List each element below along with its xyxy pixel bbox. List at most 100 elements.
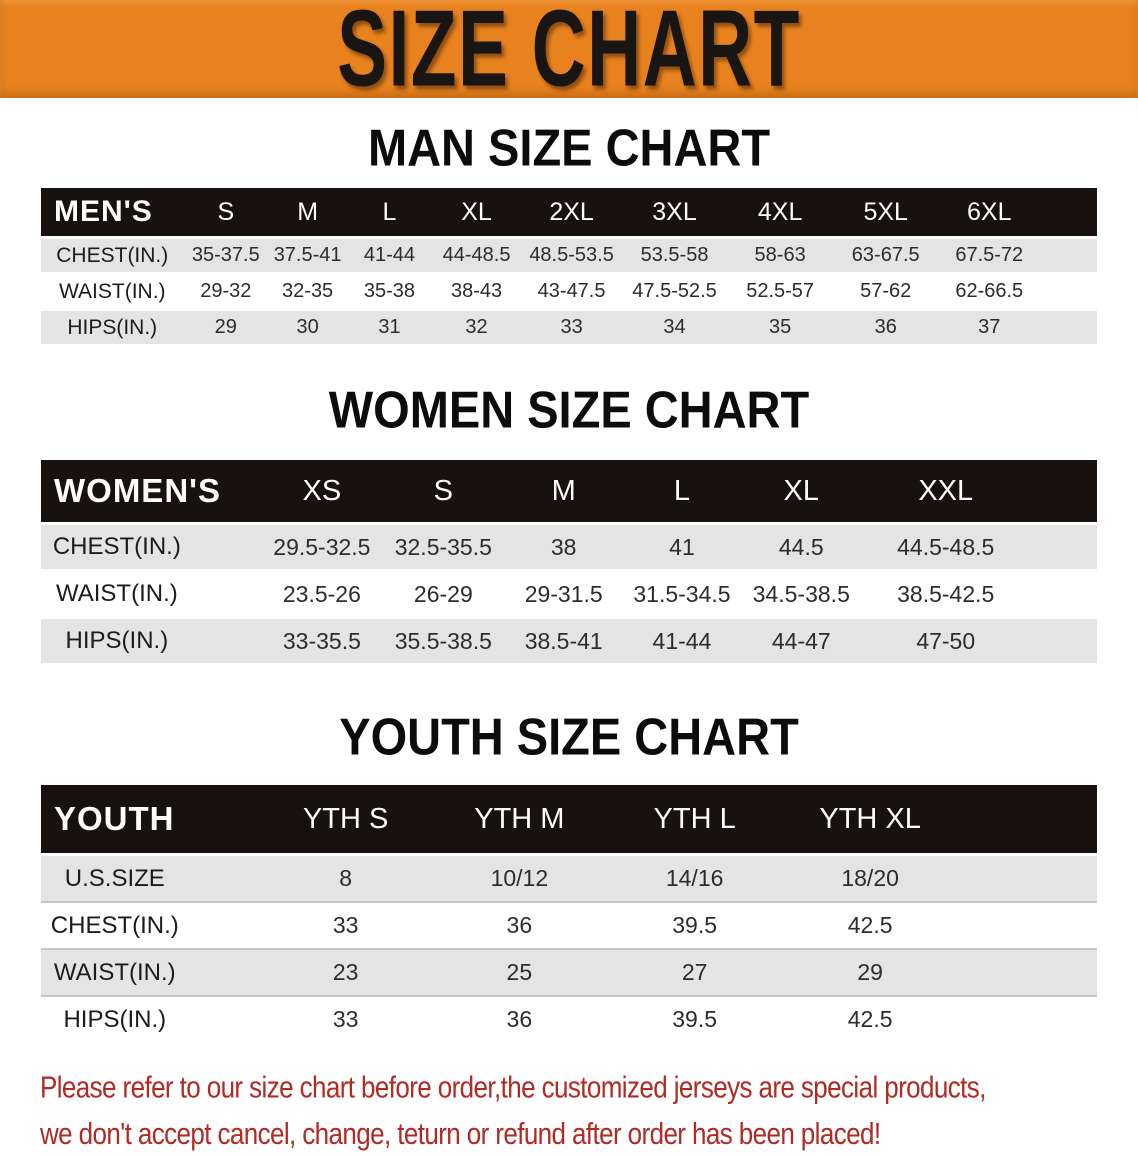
table-row: WAIST(IN.) 23.5-26 26-29 29-31.5 31.5-34.5 34…: [41, 570, 1097, 618]
size-value-cell: 47-50: [861, 617, 1097, 663]
table-row: HIPS(IN.) 29 30 31 32 33 34 35 36 37: [41, 309, 1097, 344]
measurement-row-label: HIPS(IN.): [41, 996, 260, 1042]
size-value-cell: 29: [782, 949, 1097, 996]
size-value-cell: 44-48.5: [431, 237, 522, 274]
size-value-cell: 41-44: [347, 237, 432, 274]
size-value-cell: 36: [431, 902, 607, 949]
size-value-cell: 34: [621, 309, 728, 344]
size-value-cell: 33-35.5: [261, 617, 383, 663]
size-value-cell: 39.5: [606, 902, 783, 949]
measurement-row-label: CHEST(IN.): [41, 902, 260, 949]
size-column-header: M: [268, 188, 348, 238]
size-column-header: L: [622, 460, 742, 524]
size-value-cell: 63-67.5: [832, 237, 939, 274]
disclaimer-line-2: we don't accept cancel, change, teturn o…: [40, 1116, 881, 1151]
size-value-cell: 58-63: [727, 237, 833, 274]
size-value-cell: 35-37.5: [183, 237, 269, 274]
size-value-cell: 44-47: [741, 617, 862, 663]
size-value-cell: 37.5-41: [268, 237, 348, 274]
size-value-cell: 14/16: [606, 854, 783, 902]
table-row: HIPS(IN.) 33-35.5 35.5-38.5 38.5-41 41-44 44-…: [41, 617, 1097, 663]
size-column-header: 6XL: [938, 188, 1097, 238]
size-column-header: YTH S: [259, 785, 432, 855]
size-value-cell: 29: [183, 309, 269, 344]
size-value-cell: 44.5: [741, 523, 862, 571]
table-row: CHEST(IN.) 35-37.5 37.5-41 41-44 44-48.5 48.5…: [41, 237, 1097, 274]
size-value-cell: 41: [622, 523, 742, 571]
size-value-cell: 38.5-42.5: [861, 570, 1097, 618]
size-column-header: YTH M: [431, 785, 607, 855]
size-value-cell: 30: [268, 309, 348, 344]
disclaimer-line-1: Please refer to our size chart before or…: [40, 1069, 986, 1105]
size-value-cell: 47.5-52.5: [621, 273, 728, 310]
size-column-header: 3XL: [621, 188, 728, 238]
size-value-cell: 8: [259, 854, 432, 902]
size-value-cell: 57-62: [832, 273, 939, 310]
size-column-header: S: [183, 188, 269, 238]
size-value-cell: 35.5-38.5: [382, 617, 505, 663]
size-value-cell: 38-43: [431, 273, 522, 310]
size-column-header: M: [504, 460, 623, 524]
size-value-cell: 48.5-53.5: [521, 237, 622, 274]
measurement-row-label: WAIST(IN.): [41, 949, 260, 996]
size-value-cell: 27: [606, 949, 783, 996]
youth-section-heading: YOUTH SIZE CHART: [339, 707, 799, 766]
size-value-cell: 37: [938, 309, 1097, 344]
table-group-label: WOMEN'S: [41, 460, 262, 524]
table-row: HIPS(IN.) 33 36 39.5 42.5: [41, 996, 1097, 1042]
size-value-cell: 33: [259, 996, 432, 1042]
size-chart-banner: SIZE CHART: [0, 0, 1138, 103]
disclaimer-note: Please refer to our size chart before or…: [40, 1064, 1138, 1157]
size-value-cell: 36: [431, 996, 607, 1042]
measurement-row-label: WAIST(IN.): [41, 273, 184, 310]
size-column-header: S: [382, 460, 505, 524]
men-section-heading: MAN SIZE CHART: [367, 118, 771, 177]
size-value-cell: 29.5-32.5: [261, 523, 383, 571]
table-row: CHEST(IN.) 29.5-32.5 32.5-35.5 38 41 44.5 44.5…: [41, 523, 1097, 571]
size-value-cell: 29-31.5: [504, 570, 623, 618]
size-column-header: XS: [261, 460, 383, 524]
size-column-header: YTH XL: [782, 785, 1097, 855]
table-row: U.S.SIZE 8 10/12 14/16 18/20: [41, 854, 1097, 902]
measurement-row-label: HIPS(IN.): [41, 309, 184, 344]
measurement-row-label: CHEST(IN.): [41, 523, 262, 571]
youth-size-table: YOUTH YTH S YTH M YTH L YTH XL U.S.SIZE 8 10/12…: [41, 785, 1097, 1042]
measurement-row-label: CHEST(IN.): [41, 237, 184, 274]
measurement-row-label: U.S.SIZE: [41, 854, 260, 902]
size-column-header: XXL: [861, 460, 1097, 524]
size-value-cell: 36: [832, 309, 939, 344]
size-value-cell: 38: [504, 523, 623, 571]
measurement-row-label: HIPS(IN.): [41, 617, 262, 663]
banner-title: SIZE CHART: [337, 0, 801, 110]
size-value-cell: 53.5-58: [621, 237, 728, 274]
size-value-cell: 33: [259, 902, 432, 949]
size-value-cell: 23.5-26: [261, 570, 383, 618]
size-column-header: L: [347, 188, 432, 238]
women-section-heading: WOMEN SIZE CHART: [328, 380, 810, 439]
size-value-cell: 32: [431, 309, 522, 344]
size-value-cell: 62-66.5: [938, 273, 1097, 310]
size-value-cell: 34.5-38.5: [741, 570, 862, 618]
table-row: WAIST(IN.) 23 25 27 29: [41, 949, 1097, 996]
size-column-header: 2XL: [521, 188, 622, 238]
size-value-cell: 32.5-35.5: [382, 523, 505, 571]
size-value-cell: 67.5-72: [938, 237, 1097, 274]
measurement-row-label: WAIST(IN.): [41, 570, 262, 618]
size-column-header: 4XL: [727, 188, 833, 238]
men-size-table: MEN'S S M L XL 2XL 3XL 4XL 5XL 6XL CHEST(IN.) 35-37…: [41, 188, 1097, 344]
size-value-cell: 25: [431, 949, 607, 996]
size-value-cell: 42.5: [782, 902, 1097, 949]
table-header-row: MEN'S S M L XL 2XL 3XL 4XL 5XL 6XL: [41, 188, 1097, 238]
size-value-cell: 41-44: [622, 617, 742, 663]
size-value-cell: 31: [347, 309, 432, 344]
size-value-cell: 26-29: [382, 570, 505, 618]
size-column-header: XL: [741, 460, 862, 524]
size-value-cell: 43-47.5: [521, 273, 622, 310]
size-value-cell: 52.5-57: [727, 273, 833, 310]
size-value-cell: 23: [259, 949, 432, 996]
table-header-row: YOUTH YTH S YTH M YTH L YTH XL: [41, 785, 1097, 855]
table-group-label: YOUTH: [41, 785, 260, 855]
size-column-header: YTH L: [606, 785, 783, 855]
size-value-cell: 35: [727, 309, 833, 344]
size-value-cell: 31.5-34.5: [622, 570, 742, 618]
